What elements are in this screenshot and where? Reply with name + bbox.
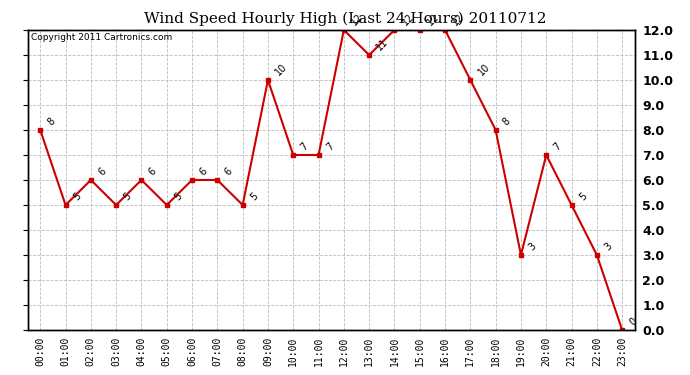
Text: 5: 5 <box>248 191 259 202</box>
Text: 7: 7 <box>299 141 310 152</box>
Text: 5: 5 <box>577 191 589 202</box>
Text: 12: 12 <box>425 11 441 27</box>
Text: 7: 7 <box>324 141 335 152</box>
Text: 8: 8 <box>46 116 57 127</box>
Text: 10: 10 <box>273 62 289 77</box>
Text: 3: 3 <box>526 241 538 252</box>
Text: 0: 0 <box>628 316 639 327</box>
Text: 5: 5 <box>172 191 184 202</box>
Text: 6: 6 <box>197 166 209 177</box>
Text: 7: 7 <box>552 141 563 152</box>
Text: Copyright 2011 Cartronics.com: Copyright 2011 Cartronics.com <box>30 33 172 42</box>
Text: Wind Speed Hourly High (Last 24 Hours) 20110712: Wind Speed Hourly High (Last 24 Hours) 2… <box>144 11 546 26</box>
Text: 6: 6 <box>97 166 108 177</box>
Text: 6: 6 <box>147 166 159 177</box>
Text: 3: 3 <box>602 241 614 252</box>
Text: 12: 12 <box>349 11 365 27</box>
Text: 11: 11 <box>375 36 391 52</box>
Text: 12: 12 <box>400 11 416 27</box>
Text: 6: 6 <box>223 166 235 177</box>
Text: 5: 5 <box>71 191 83 202</box>
Text: 10: 10 <box>476 62 492 77</box>
Text: 12: 12 <box>451 11 466 27</box>
Text: 5: 5 <box>121 191 133 202</box>
Text: 8: 8 <box>501 116 513 127</box>
